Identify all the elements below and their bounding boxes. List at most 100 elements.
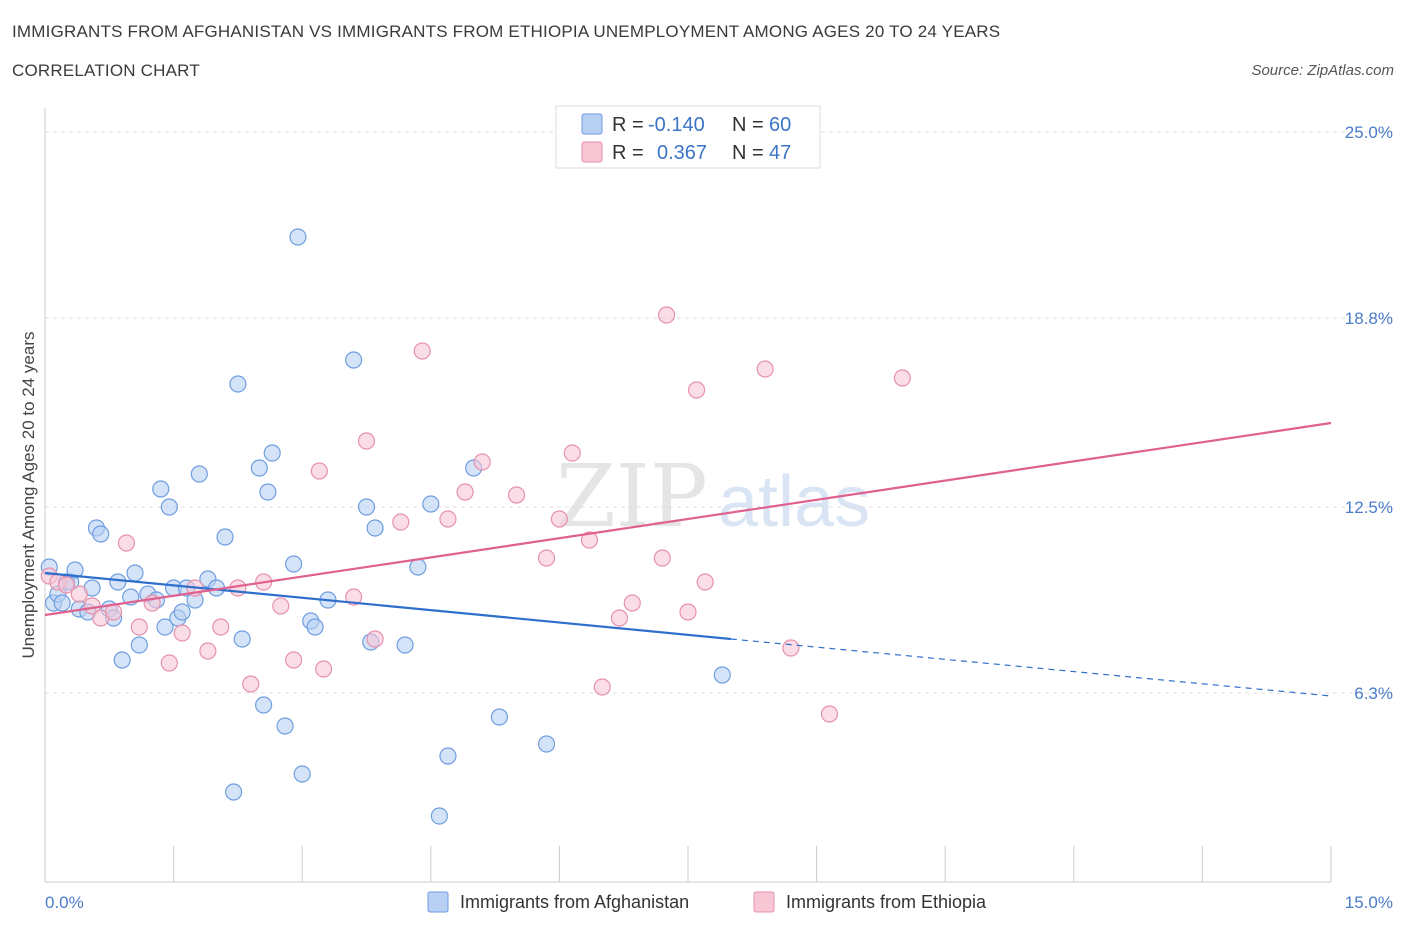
y-tick-label-2: 18.8% — [1345, 309, 1393, 328]
correlation-legend: R = -0.140 N = 60 R = 0.367 N = 47 — [555, 105, 821, 169]
point-ethiopia-31 — [537, 549, 556, 567]
point-ethiopia-7 — [117, 534, 136, 552]
point-ethiopia-11 — [173, 624, 191, 642]
point-afghanistan-14 — [109, 573, 127, 591]
point-afghanistan-32 — [225, 783, 243, 801]
point-ethiopia-45 — [820, 705, 839, 723]
point-ethiopia-25 — [392, 513, 410, 531]
trend-line-afghanistan-extension — [730, 638, 1332, 697]
point-afghanistan-35 — [250, 459, 268, 477]
point-afghanistan-56 — [537, 735, 556, 753]
trend-lines — [44, 421, 1332, 697]
x-tick-label-max: 15.0% — [1345, 893, 1393, 912]
legend-n-value-afghanistan: 60 — [769, 114, 791, 136]
point-afghanistan-17 — [126, 564, 144, 582]
point-afghanistan-31 — [216, 528, 234, 546]
watermark-zip: ZIP — [556, 447, 708, 547]
series-legend-label-afghanistan: Immigrants from Afghanistan — [460, 892, 689, 912]
point-ethiopia-35 — [593, 678, 611, 696]
point-ethiopia-27 — [439, 510, 457, 528]
point-afghanistan-18 — [130, 636, 148, 654]
watermark-atlas: atlas — [718, 462, 870, 542]
point-ethiopia-41 — [687, 381, 706, 399]
point-ethiopia-16 — [242, 675, 260, 693]
point-afghanistan-57 — [713, 666, 731, 684]
point-ethiopia-44 — [782, 639, 800, 657]
point-ethiopia-29 — [473, 453, 491, 471]
series-legend-label-ethiopia: Immigrants from Ethiopia — [786, 892, 987, 912]
point-afghanistan-40 — [285, 555, 303, 573]
point-ethiopia-2 — [57, 576, 76, 594]
point-ethiopia-26 — [413, 342, 431, 360]
trend-line-ethiopia — [44, 421, 1332, 617]
y-tick-label-0: 6.3% — [1354, 684, 1393, 703]
point-afghanistan-26 — [173, 603, 191, 621]
legend-swatch-afghanistan — [581, 113, 603, 135]
point-afghanistan-41 — [289, 228, 307, 246]
point-afghanistan-15 — [113, 651, 131, 669]
point-ethiopia-32 — [550, 510, 569, 528]
point-ethiopia-23 — [357, 432, 376, 450]
point-afghanistan-44 — [306, 618, 324, 636]
point-ethiopia-37 — [623, 594, 641, 612]
point-ethiopia-21 — [315, 660, 333, 678]
point-ethiopia-36 — [610, 609, 629, 627]
point-ethiopia-43 — [756, 360, 774, 378]
point-ethiopia-10 — [160, 654, 178, 672]
point-afghanistan-33 — [229, 375, 247, 393]
point-afghanistan-51 — [422, 495, 440, 513]
point-afghanistan-22 — [156, 618, 174, 636]
point-afghanistan-39 — [276, 717, 294, 735]
chart-subtitle: CORRELATION CHART — [12, 61, 200, 80]
point-afghanistan-55 — [490, 708, 508, 726]
point-afghanistan-50 — [409, 558, 427, 576]
legend-n-value-ethiopia: 47 — [769, 142, 791, 164]
point-ethiopia-38 — [653, 549, 671, 567]
legend-r-label-afghanistan: R = — [612, 114, 644, 136]
x-ticks — [44, 846, 1332, 882]
point-ethiopia-34 — [580, 531, 599, 549]
point-afghanistan-21 — [152, 480, 170, 498]
point-afghanistan-53 — [439, 747, 457, 765]
point-ethiopia-3 — [70, 585, 88, 603]
trend-line-afghanistan — [44, 571, 731, 641]
point-ethiopia-42 — [696, 573, 714, 591]
point-ethiopia-28 — [456, 483, 474, 501]
legend-r-value-ethiopia: 0.367 — [657, 142, 707, 164]
point-afghanistan-37 — [259, 483, 277, 501]
point-afghanistan-38 — [263, 444, 281, 462]
point-afghanistan-36 — [255, 696, 273, 714]
point-ethiopia-8 — [130, 618, 148, 636]
chart-title: IMMIGRANTS FROM AFGHANISTAN VS IMMIGRANT… — [12, 22, 1001, 41]
point-afghanistan-11 — [92, 525, 110, 543]
point-afghanistan-42 — [293, 765, 311, 783]
point-ethiopia-19 — [285, 651, 303, 669]
gridlines — [45, 131, 1391, 694]
point-ethiopia-18 — [272, 597, 290, 615]
point-afghanistan-34 — [233, 630, 251, 648]
series-legend: Immigrants from Afghanistan Immigrants f… — [427, 891, 987, 913]
point-ethiopia-39 — [657, 306, 676, 324]
y-tick-label-3: 25.0% — [1345, 123, 1393, 142]
point-ethiopia-40 — [679, 603, 697, 621]
x-tick-label-min: 0.0% — [45, 893, 84, 912]
point-ethiopia-22 — [345, 588, 363, 606]
point-afghanistan-52 — [430, 807, 448, 825]
legend-r-label-ethiopia: R = — [612, 142, 644, 164]
point-afghanistan-6 — [66, 561, 84, 579]
y-axis-label: Unemployment Among Ages 20 to 24 years — [19, 332, 38, 659]
y-tick-labels: 6.3% 12.5% 18.8% 25.0% — [1345, 123, 1393, 703]
point-afghanistan-46 — [345, 351, 363, 369]
point-ethiopia-33 — [563, 444, 581, 462]
point-ethiopia-13 — [199, 642, 217, 660]
source-label: Source: ZipAtlas.com — [1251, 62, 1394, 79]
point-ethiopia-46 — [893, 369, 911, 387]
legend-r-value-afghanistan: -0.140 — [648, 114, 705, 136]
series-legend-swatch-afghanistan — [427, 891, 449, 913]
point-ethiopia-24 — [366, 630, 384, 648]
point-afghanistan-3 — [53, 594, 71, 612]
series-legend-swatch-ethiopia — [753, 891, 775, 913]
point-afghanistan-48 — [366, 519, 384, 537]
point-afghanistan-47 — [357, 498, 376, 516]
